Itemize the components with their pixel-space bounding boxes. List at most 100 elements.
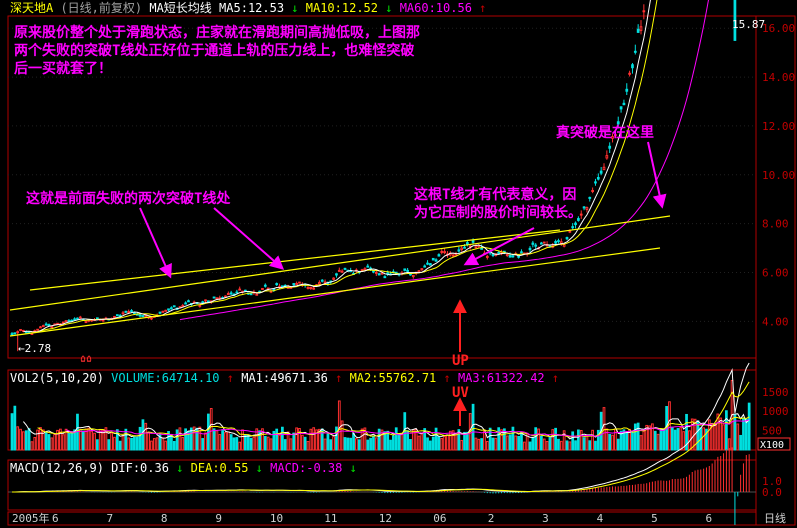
candle [85,322,87,323]
volume-bar [17,427,19,450]
candle [74,319,76,320]
volume-bar [284,440,286,450]
candle [125,311,127,312]
svg-text:1.0: 1.0 [762,475,782,488]
volume-bar [578,430,580,450]
volume-bar [597,430,599,450]
volume-bar [481,439,483,450]
candle [378,274,380,275]
volume-bar [173,441,175,450]
candle [116,315,118,316]
candle [264,285,266,286]
volume-bar [219,435,221,450]
volume-bar [239,442,241,450]
candle [444,252,446,253]
candle [159,312,161,313]
volume-bar [637,423,639,450]
candle [142,316,144,317]
candle [418,271,420,272]
volume-bar [475,438,477,450]
candle [375,272,377,273]
volume-bar [301,435,303,450]
volume-bar [523,442,525,450]
volume-bar [338,401,340,450]
volume-bar [97,440,99,450]
candle [464,247,466,248]
candle [319,283,321,284]
candle [506,255,508,256]
volume-bar [31,442,33,450]
candle [45,324,47,325]
volume-bar [108,440,110,450]
volume-bar [432,437,434,450]
svg-text:8: 8 [161,512,168,525]
candle [427,263,429,264]
candle [438,255,440,256]
volume-bar [663,429,665,450]
candle [620,107,622,109]
volume-bar [680,427,682,450]
volume-bar [521,432,523,450]
volume-bar [447,435,449,450]
candle [535,245,537,246]
candle [236,292,238,293]
volume-bar [572,432,574,450]
volume-bar [28,429,30,450]
candle [521,252,523,253]
svg-text:6: 6 [706,512,713,525]
candle [432,258,434,260]
candle [381,273,383,274]
volume-bar [367,440,369,450]
candle [14,333,16,334]
volume-bar [558,439,560,450]
candle [151,318,153,319]
label-up: UP [452,352,469,370]
candle [199,305,201,306]
volume-bar [387,431,389,450]
trend-line [10,248,660,336]
volume-bar [640,436,642,450]
candle [213,297,215,298]
volume-bar [230,435,232,450]
candle [543,242,545,243]
svg-text:1500: 1500 [762,386,789,399]
volume-bar [176,430,178,450]
volume-bar [669,402,671,450]
candle [40,327,42,328]
svg-text:2: 2 [488,512,495,525]
candle [227,294,229,295]
svg-text:10.00: 10.00 [762,169,795,182]
candle [25,332,27,333]
candle [441,251,443,252]
volume-bar [566,441,568,450]
volume-bar [11,414,13,450]
volume-bar [711,425,713,450]
candle [384,277,386,278]
candle [597,178,599,180]
volume-bar [344,438,346,450]
volume-bar [267,437,269,450]
volume-bar [253,437,255,450]
svg-text:16.00: 16.00 [762,22,795,35]
low-marker: ←2.78 [18,342,51,355]
volume-bar [182,438,184,450]
svg-text:6.00: 6.00 [762,267,789,280]
svg-text:12: 12 [379,512,392,525]
candle [202,302,204,303]
volume-bar [643,431,645,450]
candle [486,256,488,257]
volume-bar [375,438,377,450]
candle [276,284,278,285]
annotation-arrow [140,208,170,276]
candle [57,323,59,324]
candle [68,321,70,322]
candle [168,309,170,310]
volume-bar [282,427,284,450]
candle [262,288,264,289]
volume-bar [327,434,329,450]
candle [566,238,568,239]
candle [572,227,574,228]
volume-bar [370,438,372,450]
candle [467,243,469,245]
volume-bar [498,428,500,450]
